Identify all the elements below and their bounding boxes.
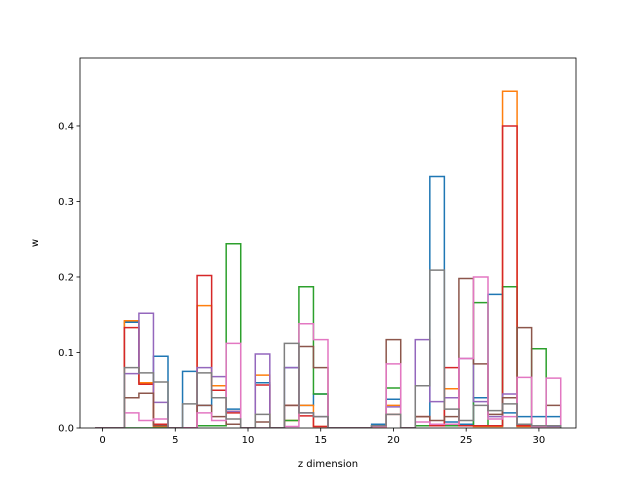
y-tick-label: 0.4	[58, 121, 74, 132]
x-axis-ticks: 0 5 10 15 20 25 30	[99, 428, 545, 446]
histogram-series-8	[95, 269, 562, 428]
plot-frame	[79, 57, 577, 429]
y-tick-label: 0.0	[58, 424, 74, 435]
histogram-series-4	[95, 125, 562, 428]
x-tick-label: 20	[387, 435, 400, 446]
x-tick-label: 15	[314, 435, 327, 446]
y-axis-ticks: 0.0 0.1 0.2 0.3 0.4	[58, 121, 80, 435]
series-layer	[95, 90, 562, 428]
x-tick-label: 5	[172, 435, 178, 446]
histogram-series-7	[95, 276, 562, 428]
x-axis-label: z dimension	[298, 459, 358, 470]
y-tick-label: 0.2	[58, 272, 74, 283]
x-tick-label: 30	[533, 435, 546, 446]
y-tick-label: 0.3	[58, 197, 74, 208]
y-axis-label: w	[30, 239, 41, 247]
x-tick-label: 0	[99, 435, 105, 446]
y-tick-label: 0.1	[58, 348, 74, 359]
x-tick-label: 10	[242, 435, 255, 446]
x-tick-label: 25	[460, 435, 473, 446]
